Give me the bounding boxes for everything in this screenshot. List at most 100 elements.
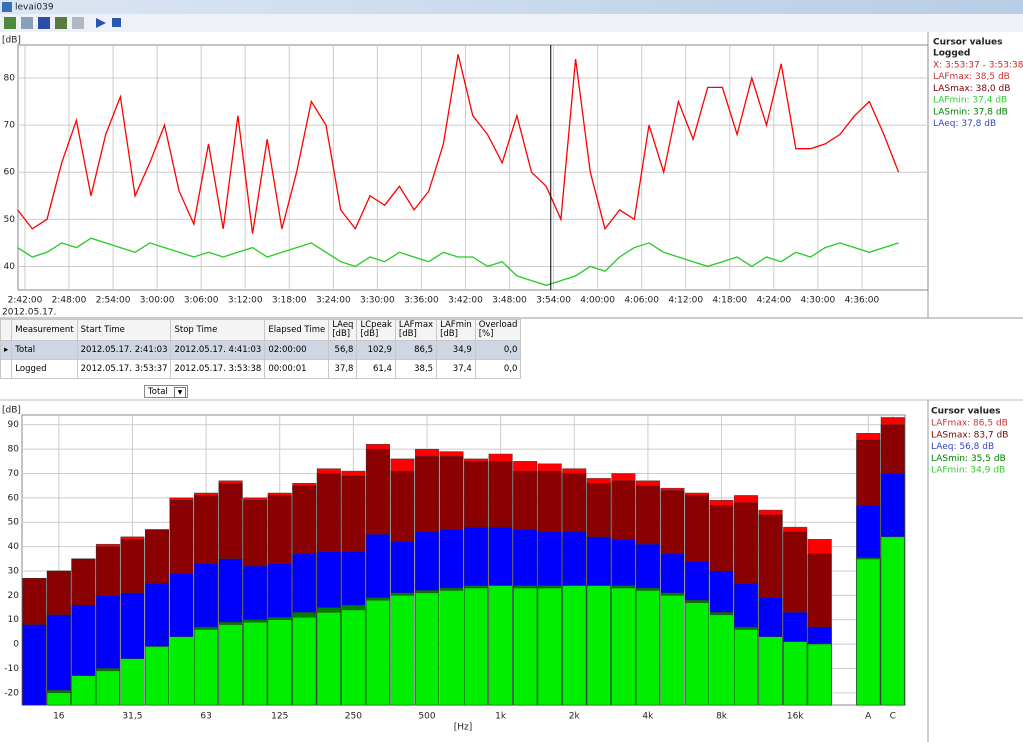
- table-cell: 86,5: [394, 340, 438, 360]
- x-tick-label: 3:48:00: [492, 296, 527, 306]
- bar: [169, 636, 194, 706]
- x-tick-label: 3:12:00: [228, 296, 263, 306]
- x-tick-label: 3:30:00: [360, 296, 395, 306]
- cursor-value: LASmin: 35,5 dB: [931, 454, 1006, 464]
- table-row[interactable]: Logged 2012.05.17. 3:53:37 2012.05.17. 3:5…: [0, 359, 522, 379]
- y-tick-label: 10: [8, 615, 20, 625]
- y-tick-label: 50: [8, 518, 20, 528]
- bar: [365, 600, 390, 706]
- bar: [194, 629, 219, 706]
- bar: [341, 609, 366, 706]
- y-tick-label: 80: [8, 445, 20, 455]
- bar: [267, 619, 292, 706]
- series-line: [17, 54, 900, 234]
- y-tick-label: 0: [13, 640, 19, 650]
- y-tick-label: -10: [4, 664, 19, 674]
- x-tick-label: 4:00:00: [580, 296, 615, 306]
- title-bar: [0, 0, 1023, 14]
- y-tick-label: 40: [8, 542, 20, 552]
- x-tick-label: 3:18:00: [272, 296, 307, 306]
- window-title: levai039: [15, 3, 54, 13]
- x-tick-label: 2k: [569, 712, 581, 722]
- column-header: Elapsed Time: [264, 319, 330, 341]
- bar: [685, 602, 709, 706]
- cursor-value: LAFmax: 38,5 dB: [933, 72, 1010, 82]
- y-axis-label: [dB]: [2, 406, 21, 416]
- bar: [586, 585, 611, 706]
- y-tick-label: 50: [4, 215, 16, 225]
- bar: [243, 621, 268, 706]
- tool-button[interactable]: [4, 17, 16, 29]
- range-selector[interactable]: Total ▼: [144, 385, 188, 398]
- y-tick-label: 30: [8, 566, 20, 576]
- x-tick-label: A: [865, 712, 872, 722]
- y-tick-label: 90: [8, 420, 20, 430]
- x-tick-label: 4:18:00: [712, 296, 747, 306]
- table-cell: 02:00:00: [264, 340, 330, 360]
- table-row[interactable]: ▸ Total 2012.05.17. 2:41:03 2012.05.17. 4:4…: [0, 340, 522, 360]
- bar: [611, 587, 636, 706]
- bar: [439, 590, 464, 706]
- bar: [316, 612, 341, 706]
- bar: [635, 590, 660, 706]
- x-tick-label: 3:36:00: [404, 296, 439, 306]
- x-tick-label: 250: [345, 712, 362, 722]
- stop-button[interactable]: [112, 18, 121, 27]
- tool-button[interactable]: [72, 17, 84, 29]
- table-cell: 2012.05.17. 2:41:03: [76, 340, 172, 360]
- tool-button[interactable]: [21, 17, 33, 29]
- bar: [880, 536, 905, 706]
- y-tick-label: 60: [4, 168, 16, 178]
- bar: [734, 629, 759, 706]
- x-tick-label: 4:24:00: [756, 296, 791, 306]
- y-tick-label: 80: [4, 73, 16, 83]
- table-cell: 2012.05.17. 3:53:37: [76, 359, 172, 379]
- table-cell: Logged: [11, 359, 78, 379]
- column-header: LAeq [dB]: [328, 319, 358, 341]
- bar: [488, 585, 513, 706]
- column-header: Start Time: [76, 319, 172, 341]
- play-button[interactable]: [96, 18, 106, 28]
- row-indicator: [0, 359, 13, 379]
- tool-button[interactable]: [38, 17, 50, 29]
- x-tick-label: 500: [418, 712, 435, 722]
- tool-button[interactable]: [55, 17, 67, 29]
- cursor-value: LAFmin: 34,9 dB: [931, 466, 1005, 476]
- bar: [71, 675, 96, 706]
- dropdown-arrow[interactable]: ▼: [174, 387, 186, 398]
- bar: [22, 624, 47, 706]
- x-tick-label: C: [890, 712, 896, 722]
- x-tick-label: 3:06:00: [184, 296, 219, 306]
- bar: [390, 595, 415, 706]
- bar: [513, 587, 538, 706]
- column-header: Stop Time: [170, 319, 266, 341]
- cursor-value: LAeq: 56,8 dB: [931, 442, 994, 452]
- x-tick-label: 2:54:00: [96, 296, 131, 306]
- x-tick-label: 4:36:00: [845, 296, 880, 306]
- table-cell: 38,5: [394, 359, 438, 379]
- x-tick-label: 4:30:00: [801, 296, 836, 306]
- measurement-table: Measurement Start Time Stop Time Elapsed Ti…: [0, 319, 522, 379]
- bar: [145, 646, 169, 706]
- bar: [95, 670, 120, 706]
- bar: [464, 587, 489, 706]
- cursor-title: Cursor values: [931, 407, 1000, 417]
- y-tick-label: 70: [4, 121, 16, 131]
- bar: [537, 587, 562, 706]
- table-cell: 2012.05.17. 4:41:03: [170, 340, 266, 360]
- x-tick-label: 3:42:00: [448, 296, 483, 306]
- y-tick-label: 40: [4, 262, 16, 272]
- y-axis-label: [dB]: [2, 36, 21, 46]
- row-indicator-header: [0, 319, 13, 341]
- x-tick-label: 4:12:00: [668, 296, 703, 306]
- x-tick-label: 2:48:00: [52, 296, 87, 306]
- column-header: Overload [%]: [474, 319, 522, 341]
- bar: [415, 592, 439, 706]
- x-tick-label: 63: [200, 712, 211, 722]
- cursor-value: LAFmin: 37,4 dB: [933, 96, 1007, 106]
- column-header: LAFmax [dB]: [394, 319, 438, 341]
- cursor-value: LASmax: 83,7 dB: [931, 430, 1008, 440]
- date-label: 2012.05.17.: [2, 308, 56, 318]
